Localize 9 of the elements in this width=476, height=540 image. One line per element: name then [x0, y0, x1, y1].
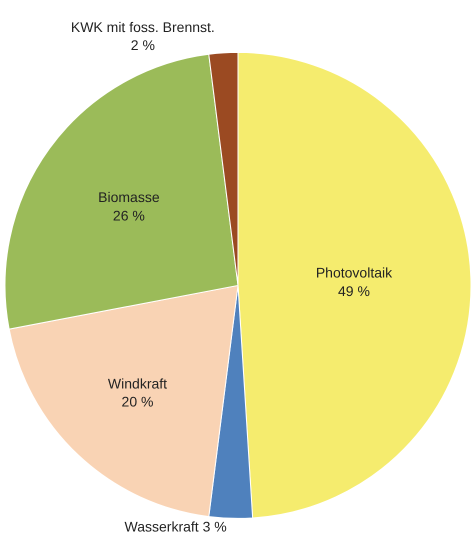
data-label: 26 %	[112, 207, 145, 224]
slice-label: Photovoltaik	[316, 264, 394, 281]
data-label: 49 %	[338, 282, 370, 299]
slice-label: Biomasse	[98, 189, 160, 206]
slice-label: KWK mit foss. Brennst.	[70, 18, 215, 35]
data-label: 2 %	[130, 36, 155, 53]
slice-label: Wasserkraft 3 %	[124, 518, 227, 534]
slice-label: Windkraft	[108, 375, 168, 392]
data-label: 20 %	[122, 394, 154, 410]
